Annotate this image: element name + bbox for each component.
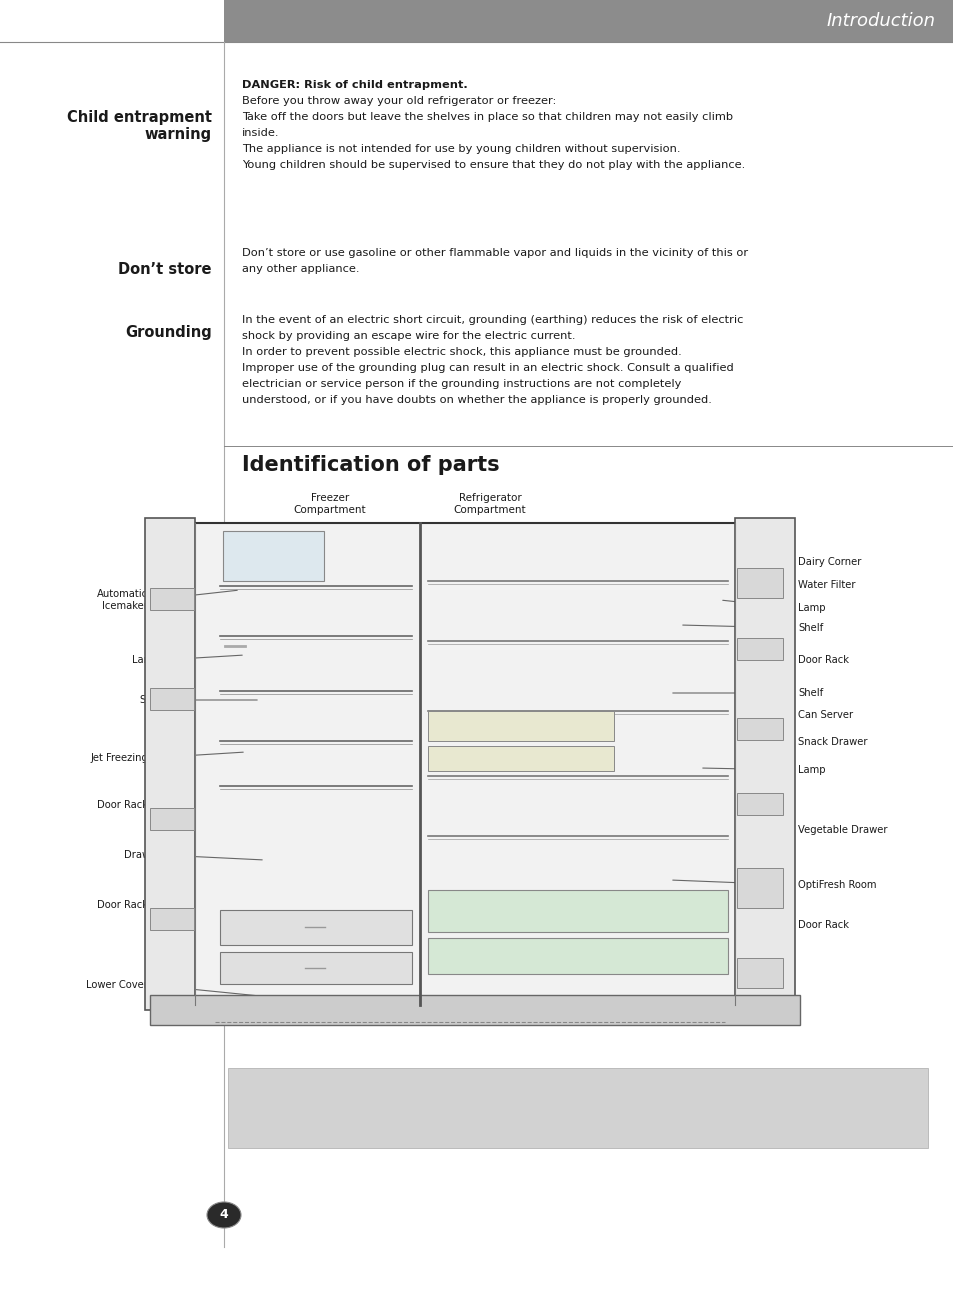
Bar xyxy=(220,910,411,945)
Text: Door Rack: Door Rack xyxy=(97,901,148,910)
Text: Improper use of the grounding plug can result in an electric shock. Consult a qu: Improper use of the grounding plug can r… xyxy=(242,363,733,372)
Bar xyxy=(737,793,782,816)
Text: Child entrapment
warning: Child entrapment warning xyxy=(67,110,212,142)
Bar xyxy=(427,746,613,771)
Text: Grounding: Grounding xyxy=(125,325,212,340)
Text: Water Filter: Water Filter xyxy=(797,580,855,589)
Bar xyxy=(185,523,754,1005)
Bar xyxy=(223,531,323,582)
Bar xyxy=(737,958,782,988)
Text: Lamp: Lamp xyxy=(797,765,824,775)
Bar xyxy=(737,868,782,908)
Text: In the event of an electric short circuit, grounding (earthing) reduces the risk: In the event of an electric short circui… xyxy=(242,315,742,325)
Text: OptiFresh Room: OptiFresh Room xyxy=(797,880,876,890)
Text: Model : LSC27960ST: Model : LSC27960ST xyxy=(422,1005,537,1016)
Text: Before you throw away your old refrigerator or freezer:: Before you throw away your old refrigera… xyxy=(242,95,556,106)
Bar xyxy=(150,687,193,710)
Bar xyxy=(220,951,411,984)
Text: • Parts, features, and options vary by model. Your model may not include every o: • Parts, features, and options vary by m… xyxy=(242,1104,740,1114)
Bar xyxy=(150,588,193,610)
Text: any other appliance.: any other appliance. xyxy=(242,264,359,274)
Text: Shelf: Shelf xyxy=(797,623,822,633)
Bar xyxy=(145,518,194,1010)
Text: Door Rack: Door Rack xyxy=(797,920,848,931)
Text: Lamp: Lamp xyxy=(797,603,824,613)
Text: Young children should be supervised to ensure that they do not play with the app: Young children should be supervised to e… xyxy=(242,159,744,170)
Bar xyxy=(224,0,953,42)
Bar xyxy=(150,808,193,830)
Text: shock by providing an escape wire for the electric current.: shock by providing an escape wire for th… xyxy=(242,331,575,341)
Text: Door Rack: Door Rack xyxy=(97,800,148,810)
Bar xyxy=(734,518,794,1010)
Text: Refrigerator
Compartment: Refrigerator Compartment xyxy=(454,494,526,515)
Text: Shelf: Shelf xyxy=(797,687,822,698)
Bar xyxy=(737,718,782,740)
Text: Freezer
Compartment: Freezer Compartment xyxy=(294,494,366,515)
Text: The appliance is not intended for use by young children without supervision.: The appliance is not intended for use by… xyxy=(242,144,679,154)
Bar xyxy=(427,711,613,741)
Bar xyxy=(228,1068,927,1148)
Text: Take off the doors but leave the shelves in place so that children may not easil: Take off the doors but leave the shelves… xyxy=(242,112,732,122)
Text: Don’t store or use gasoline or other flammable vapor and liquids in the vicinity: Don’t store or use gasoline or other fla… xyxy=(242,248,747,257)
Text: inside.: inside. xyxy=(242,128,279,139)
Text: Lower Cover: Lower Cover xyxy=(86,980,148,989)
Text: Jet Freezing: Jet Freezing xyxy=(90,753,148,763)
Text: In order to prevent possible electric shock, this appliance must be grounded.: In order to prevent possible electric sh… xyxy=(242,346,681,357)
Text: Door Rack: Door Rack xyxy=(797,655,848,665)
Ellipse shape xyxy=(207,1202,241,1229)
Bar xyxy=(150,995,800,1025)
Text: NOTE: NOTE xyxy=(242,1082,276,1093)
Text: understood, or if you have doubts on whether the appliance is properly grounded.: understood, or if you have doubts on whe… xyxy=(242,395,711,405)
Text: Vegetable Drawer: Vegetable Drawer xyxy=(797,825,886,835)
Bar xyxy=(427,938,727,974)
Text: Dairy Corner: Dairy Corner xyxy=(797,557,861,567)
Text: 4: 4 xyxy=(219,1209,228,1222)
Text: Can Server: Can Server xyxy=(797,710,852,720)
Text: Shelf: Shelf xyxy=(139,695,165,704)
Text: Don’t store: Don’t store xyxy=(118,261,212,277)
Text: Snack Drawer: Snack Drawer xyxy=(797,737,866,748)
Text: electrician or service person if the grounding instructions are not completely: electrician or service person if the gro… xyxy=(242,379,680,389)
Text: DANGER: Risk of child entrapment.: DANGER: Risk of child entrapment. xyxy=(242,80,467,90)
Bar xyxy=(427,890,727,932)
Text: Drawer: Drawer xyxy=(124,850,160,860)
Text: Introduction: Introduction xyxy=(826,12,935,30)
Bar xyxy=(150,908,193,931)
Bar xyxy=(737,638,782,660)
Text: Automatic
Icemaker: Automatic Icemaker xyxy=(97,589,148,610)
Bar xyxy=(737,569,782,599)
Text: Identification of parts: Identification of parts xyxy=(242,455,499,474)
Text: Lamp: Lamp xyxy=(132,655,160,665)
